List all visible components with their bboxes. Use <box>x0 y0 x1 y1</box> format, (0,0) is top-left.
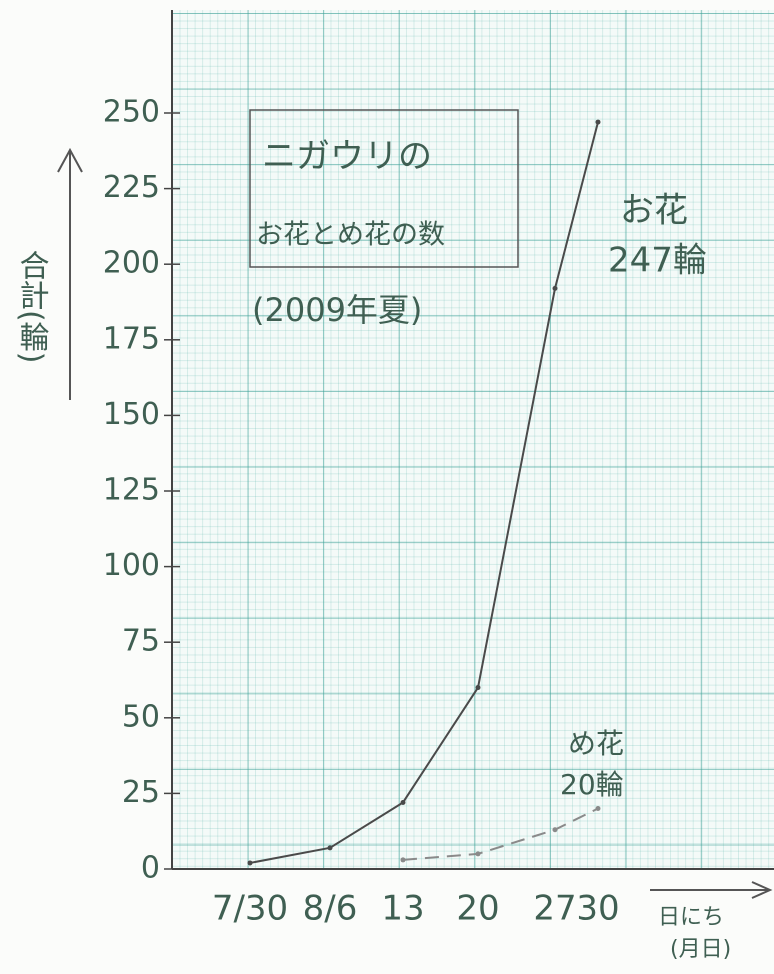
y-tick-label: 75 <box>122 624 160 659</box>
graph-paper <box>172 10 774 869</box>
y-tick-label: 0 <box>141 851 160 886</box>
series-label: め花 <box>568 727 624 760</box>
x-axis-unit: (月日) <box>670 937 731 962</box>
point <box>475 685 481 691</box>
x-tick-label: 8/6 <box>303 889 358 929</box>
point <box>400 799 406 805</box>
annotation: 247輪 <box>608 241 707 281</box>
y-tick-label: 200 <box>103 246 160 281</box>
x-tick-label: 27 <box>533 889 576 929</box>
point <box>595 806 601 812</box>
y-tick-label: 125 <box>103 473 160 508</box>
x-axis-label: 日にち <box>658 905 724 930</box>
y-tick-label: 175 <box>103 321 160 356</box>
y-axis-label: 合計(輪) <box>14 250 49 363</box>
y-tick-label: 100 <box>103 548 160 583</box>
y-tick-label: 25 <box>122 775 160 810</box>
x-tick-label: 13 <box>381 889 424 929</box>
x-tick-label: 20 <box>456 889 499 929</box>
x-tick-label: 7/30 <box>212 889 288 929</box>
point <box>595 119 601 125</box>
chart-subtitle: お花とめ花の数 <box>256 220 445 251</box>
y-tick-label: 225 <box>103 170 160 205</box>
series-line <box>402 807 599 861</box>
x-tick-label: 30 <box>576 889 619 929</box>
annotation: 20輪 <box>560 768 624 801</box>
y-tick-label: 250 <box>103 95 160 130</box>
series-label: お花 <box>620 191 688 231</box>
y-tick-label: 50 <box>122 699 160 734</box>
y-arrow-head <box>57 147 83 173</box>
point <box>552 285 558 291</box>
point <box>327 845 333 851</box>
title-box <box>249 109 519 268</box>
point <box>247 860 253 866</box>
x-arrow-head <box>751 881 773 899</box>
point <box>475 851 481 857</box>
chart-note: (2009年夏) <box>252 291 422 329</box>
series-line <box>249 121 599 864</box>
chart-title: ニガウリの <box>262 137 432 177</box>
point <box>552 827 558 833</box>
point <box>400 857 406 863</box>
y-tick-label: 150 <box>103 397 160 432</box>
